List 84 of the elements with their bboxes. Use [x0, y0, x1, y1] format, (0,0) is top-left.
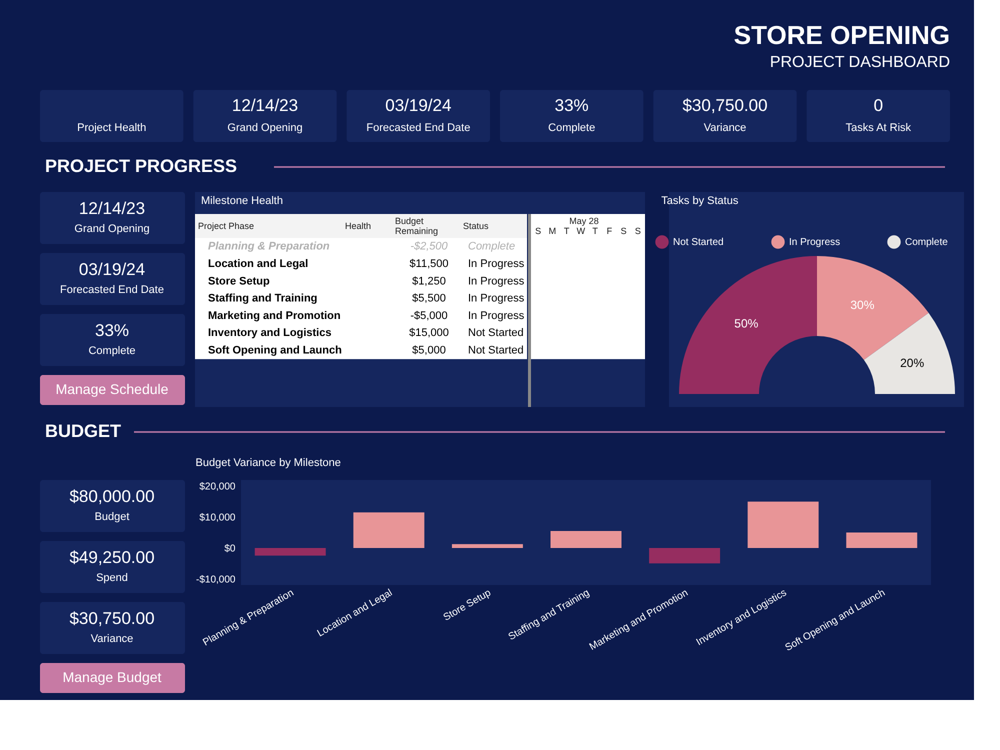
bar — [748, 502, 819, 548]
y-tick-label: $0 — [224, 543, 236, 554]
y-tick-label: -$10,000 — [196, 574, 236, 586]
text: PROJECT PROGRESS — [45, 156, 238, 176]
text: STORE OPENING — [734, 20, 950, 50]
text: Complete — [468, 240, 516, 253]
text: $5,000 — [412, 344, 446, 356]
category-label: Tasks At Risk — [846, 122, 912, 134]
text: 12/14/23 — [232, 96, 298, 115]
category-label: Inventory and Logistics — [208, 327, 332, 340]
category-label: Project Phase — [198, 221, 254, 231]
bar — [550, 530, 622, 548]
data-label: 20% — [900, 356, 924, 370]
chart-title: Tasks by Status — [661, 195, 739, 207]
text: In Progress — [468, 275, 524, 288]
text: Milestone Health — [201, 195, 283, 207]
text: 33% — [94, 321, 130, 340]
category-label: Spend — [96, 572, 128, 584]
category-label: Grand Opening — [227, 122, 303, 134]
bar — [649, 548, 720, 564]
bar — [254, 548, 326, 556]
category-label: Complete — [548, 122, 596, 134]
chart-title: Budget Variance by Milestone — [196, 457, 341, 469]
category-label: Forecasted End Date — [60, 284, 164, 296]
data-label: 30% — [850, 298, 875, 312]
category-label: Location and Legal — [208, 258, 308, 270]
text: F — [606, 226, 613, 236]
category-label: Variance — [704, 122, 746, 134]
text: 12/14/23 — [78, 199, 146, 218]
text: In Progress — [468, 258, 524, 270]
legend-label: Complete — [905, 237, 948, 248]
category-label: Store Setup — [208, 275, 270, 288]
legend-label: In Progress — [789, 237, 840, 248]
category-label: Forecasted End Date — [366, 122, 470, 134]
category-label: Marketing and Promotion — [208, 310, 341, 322]
text: S — [634, 226, 641, 236]
bar — [353, 512, 424, 548]
text: Not Started — [468, 344, 524, 356]
text: S — [535, 226, 542, 236]
category-label: Staffing and Training — [208, 292, 318, 305]
category-label: Complete — [88, 345, 136, 357]
category-label: Project Health — [77, 122, 146, 134]
category-label: Budget Remaining — [395, 216, 438, 236]
text: 03/19/24 — [78, 260, 146, 279]
text: $30,750.00 — [682, 96, 768, 115]
y-tick-label: $10,000 — [199, 512, 236, 524]
bar — [452, 544, 523, 548]
text: May 28 — [569, 216, 599, 226]
text: $80,000.00 — [69, 487, 155, 506]
category-label: Soft Opening and Launch — [208, 344, 342, 356]
category-label: Budget — [94, 511, 130, 523]
text: T — [564, 226, 570, 236]
category-label: Status — [463, 221, 490, 231]
bar — [846, 532, 918, 548]
text: 33% — [554, 96, 589, 115]
text: -$5,000 — [410, 310, 448, 322]
text: BUDGET — [45, 421, 122, 441]
category-label: Grand Opening — [74, 223, 150, 235]
x-tick-label: Store Setup — [442, 587, 494, 624]
text: S — [620, 226, 627, 236]
text: In Progress — [468, 292, 524, 305]
text: $15,000 — [409, 327, 449, 340]
text: Manage Schedule — [56, 381, 169, 397]
text: 03/19/24 — [385, 96, 452, 115]
text: Not Started — [468, 327, 524, 340]
text: 0 — [874, 96, 884, 115]
text: PROJECT DASHBOARD — [770, 54, 950, 71]
category-label: Health — [345, 221, 372, 231]
legend-label: Not Started — [673, 237, 724, 248]
data-label: 50% — [734, 316, 759, 330]
text: T — [592, 226, 598, 236]
text: $1,250 — [412, 275, 446, 288]
text: $49,250.00 — [69, 548, 155, 567]
text: $11,500 — [410, 258, 448, 270]
y-tick-label: $20,000 — [199, 482, 236, 493]
text: $5,500 — [412, 292, 446, 305]
text: M — [548, 226, 556, 236]
category-label: Variance — [90, 633, 134, 645]
text: In Progress — [468, 310, 524, 322]
text: $30,750.00 — [69, 609, 155, 628]
text: Manage Budget — [62, 669, 162, 685]
text: W — [576, 226, 586, 236]
text: -$2,500 — [410, 240, 448, 253]
category-label: Planning & Preparation — [208, 240, 330, 253]
